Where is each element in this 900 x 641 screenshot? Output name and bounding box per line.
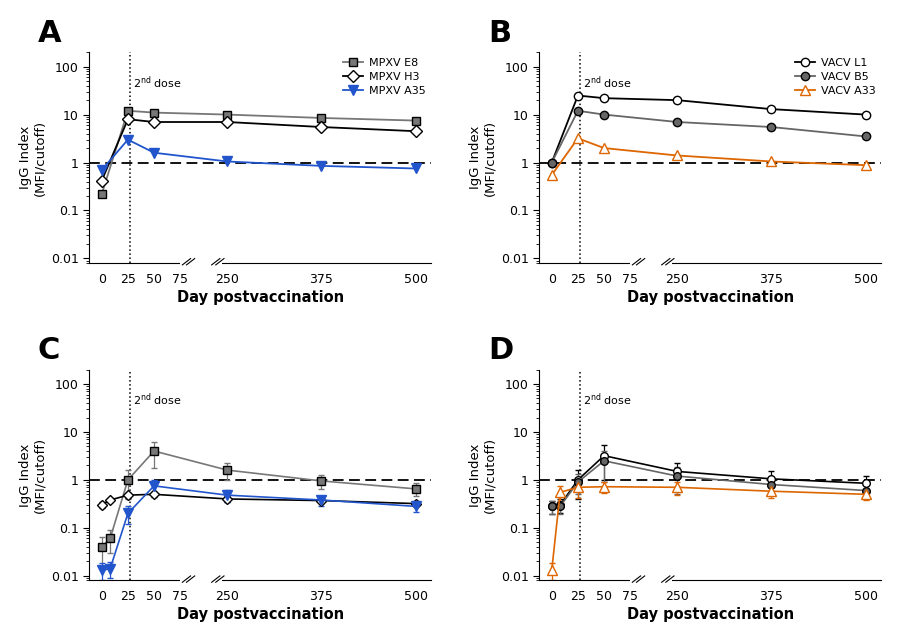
Bar: [660, 253, 672, 266]
Y-axis label: IgG Index
(MFI/cutoff): IgG Index (MFI/cutoff): [469, 120, 497, 196]
X-axis label: Day postvaccination: Day postvaccination: [626, 290, 794, 305]
Text: 2$^{\rm nd}$ dose: 2$^{\rm nd}$ dose: [583, 392, 632, 408]
Bar: [210, 253, 222, 266]
Bar: [180, 253, 193, 266]
Text: C: C: [38, 337, 60, 365]
Text: 2$^{\rm nd}$ dose: 2$^{\rm nd}$ dose: [133, 392, 182, 408]
Bar: [630, 571, 643, 583]
Text: B: B: [488, 19, 511, 48]
Text: 2$^{\rm nd}$ dose: 2$^{\rm nd}$ dose: [583, 74, 632, 90]
Y-axis label: IgG Index
(MFI/cutoff): IgG Index (MFI/cutoff): [19, 437, 47, 513]
Bar: [210, 571, 222, 583]
Legend: MPXV E8, MPXV H3, MPXV A35: MPXV E8, MPXV H3, MPXV A35: [344, 58, 426, 96]
X-axis label: Day postvaccination: Day postvaccination: [176, 290, 344, 305]
X-axis label: Day postvaccination: Day postvaccination: [626, 607, 794, 622]
X-axis label: Day postvaccination: Day postvaccination: [176, 607, 344, 622]
Bar: [630, 253, 643, 266]
Bar: [660, 571, 672, 583]
Bar: [180, 571, 193, 583]
Legend: VACV L1, VACV B5, VACV A33: VACV L1, VACV B5, VACV A33: [796, 58, 876, 96]
Y-axis label: IgG Index
(MFI/cutoff): IgG Index (MFI/cutoff): [19, 120, 47, 196]
Text: D: D: [488, 337, 513, 365]
Text: 2$^{\rm nd}$ dose: 2$^{\rm nd}$ dose: [133, 74, 182, 90]
Y-axis label: IgG Index
(MFI/cutoff): IgG Index (MFI/cutoff): [469, 437, 497, 513]
Text: A: A: [38, 19, 61, 48]
